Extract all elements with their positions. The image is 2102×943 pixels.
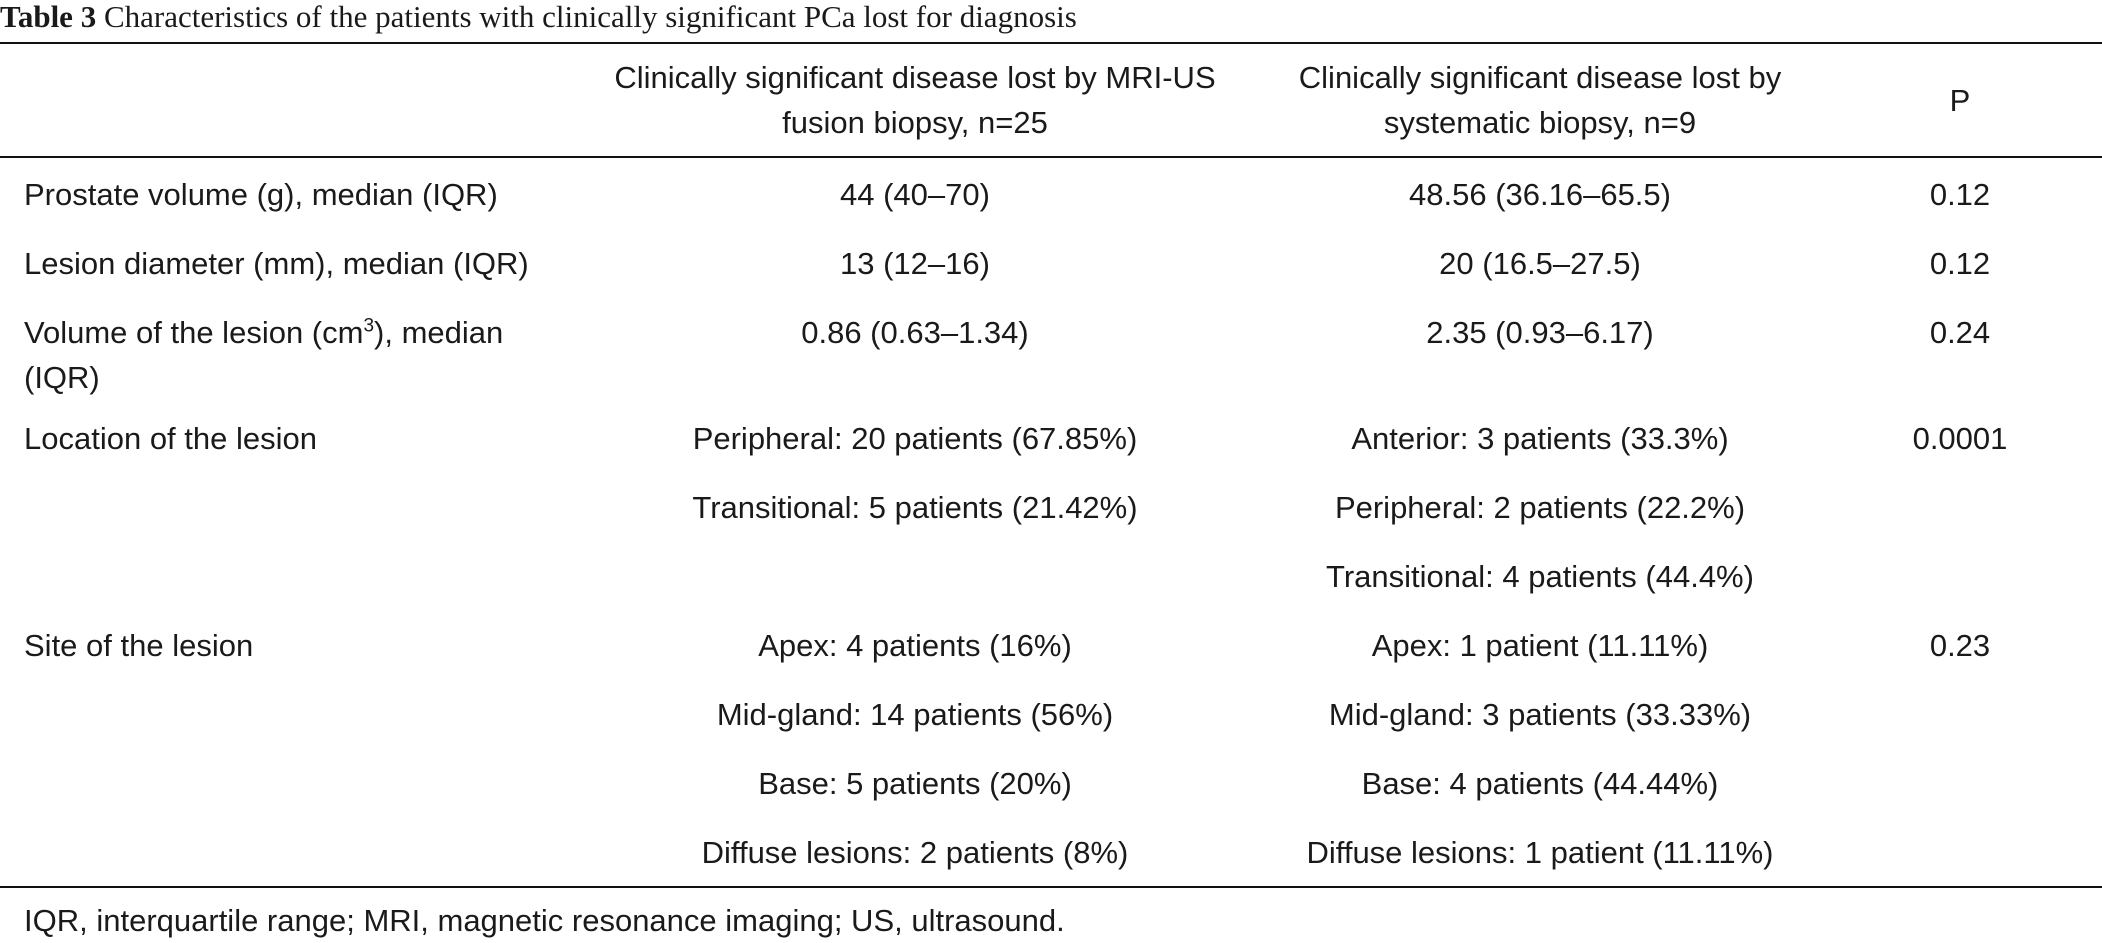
row-label: Location of the lesion: [24, 421, 317, 456]
header-rule: [0, 156, 2102, 158]
systematic-value-line: 2.35 (0.93–6.17): [1426, 315, 1654, 350]
row-label: Lesion diameter (mm), median (IQR): [24, 246, 529, 281]
header-systematic-biopsy: Clinically significant disease lost by s…: [1230, 44, 1850, 156]
bottom-rule: [0, 886, 2102, 888]
mri-us-value-line: Peripheral: 20 patients (67.85%): [692, 421, 1138, 456]
header-systematic-biopsy-text: Clinically significant disease lost by s…: [1298, 60, 1782, 140]
table-row: Volume of the lesion (cm3), median (IQR)…: [0, 298, 2102, 404]
systematic-value-line: Mid-gland: 3 patients (33.33%): [1328, 697, 1752, 732]
header-mri-us-fusion-text: Clinically significant disease lost by M…: [614, 60, 1216, 140]
p-value: 0.12: [1929, 246, 1991, 281]
mri-us-value-line: 44 (40–70): [840, 177, 990, 212]
table-caption: Table 3 Characteristics of the patients …: [0, 0, 1077, 40]
systematic-value: 2.35 (0.93–6.17): [1230, 298, 1850, 367]
mri-us-value: 13 (12–16): [600, 229, 1230, 298]
table-row: Site of the lesion Apex: 4 patients (16%…: [0, 611, 2102, 887]
mri-us-value: Apex: 4 patients (16%) Mid-gland: 14 pat…: [600, 611, 1230, 887]
row-label: Site of the lesion: [24, 628, 254, 663]
table-caption-label: Table 3: [0, 0, 97, 34]
header-p-value: P: [1949, 82, 1971, 118]
mri-us-value-line: 13 (12–16): [840, 246, 990, 281]
systematic-value-line: Anterior: 3 patients (33.3%): [1351, 421, 1729, 456]
mri-us-value-line: Diffuse lesions: 2 patients (8%): [701, 835, 1129, 870]
row-label: Prostate volume (g), median (IQR): [24, 177, 498, 212]
systematic-value: 20 (16.5–27.5): [1230, 229, 1850, 298]
header-mri-us-fusion: Clinically significant disease lost by M…: [600, 44, 1230, 156]
mri-us-value: 0.86 (0.63–1.34): [600, 298, 1230, 367]
table-caption-text: Characteristics of the patients with cli…: [103, 0, 1077, 34]
mri-us-value-line: Apex: 4 patients (16%): [758, 628, 1072, 663]
mri-us-value-line: Transitional: 5 patients (21.42%): [692, 490, 1138, 525]
p-value: 0.12: [1929, 177, 1991, 212]
table-footnote: IQR, interquartile range; MRI, magnetic …: [24, 903, 1065, 938]
table-row: Lesion diameter (mm), median (IQR) 13 (1…: [0, 229, 2102, 298]
systematic-value-line: Apex: 1 patient (11.11%): [1371, 628, 1709, 663]
systematic-value-line: Diffuse lesions: 1 patient (11.11%): [1306, 835, 1774, 870]
systematic-value-line: 48.56 (36.16–65.5): [1409, 177, 1671, 212]
p-value: 0.23: [1929, 628, 1991, 663]
systematic-value-line: Base: 4 patients (44.44%): [1361, 766, 1719, 801]
header-characteristic: [24, 44, 584, 156]
mri-us-value-line: Mid-gland: 14 patients (56%): [716, 697, 1114, 732]
systematic-value-line: 20 (16.5–27.5): [1439, 246, 1641, 281]
table-row: Location of the lesion Peripheral: 20 pa…: [0, 404, 2102, 611]
table-row: Prostate volume (g), median (IQR) 44 (40…: [0, 160, 2102, 229]
mri-us-value-line: 0.86 (0.63–1.34): [801, 315, 1029, 350]
mri-us-value-line: Base: 5 patients (20%): [758, 766, 1072, 801]
systematic-value: Apex: 1 patient (11.11%) Mid-gland: 3 pa…: [1230, 611, 1850, 887]
row-label: Volume of the lesion (cm3), median (IQR): [24, 315, 504, 395]
systematic-value: Anterior: 3 patients (33.3%) Peripheral:…: [1230, 404, 1850, 611]
mri-us-value: 44 (40–70): [600, 160, 1230, 229]
p-value: 0.0001: [1912, 421, 2008, 456]
systematic-value-line: Transitional: 4 patients (44.4%): [1326, 559, 1754, 594]
table-header-row: Clinically significant disease lost by M…: [0, 44, 2102, 156]
p-value: 0.24: [1929, 315, 1991, 350]
mri-us-value: Peripheral: 20 patients (67.85%) Transit…: [600, 404, 1230, 542]
top-rule: [0, 42, 2102, 44]
table-body: Prostate volume (g), median (IQR) 44 (40…: [0, 160, 2102, 887]
systematic-value: 48.56 (36.16–65.5): [1230, 160, 1850, 229]
systematic-value-line: Peripheral: 2 patients (22.2%): [1334, 490, 1746, 525]
superscript-3: 3: [363, 315, 375, 337]
